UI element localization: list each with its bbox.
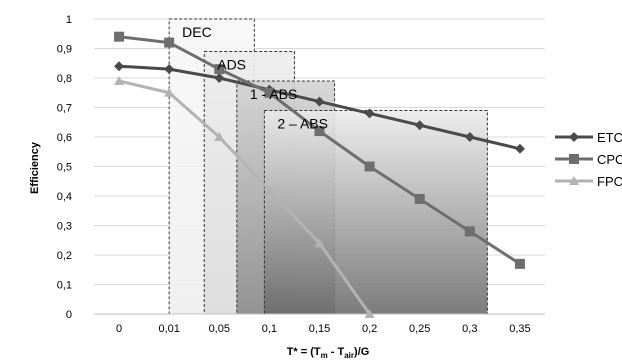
fpc-point <box>214 132 225 141</box>
y-tick-label: 0,5 <box>57 162 72 174</box>
region-label: DEC <box>182 24 212 40</box>
x-tick-label: 0,25 <box>409 323 430 335</box>
x-tick-label: 0,35 <box>509 323 530 335</box>
fpc-point <box>314 238 325 248</box>
y-tick-label: 0,7 <box>57 103 72 115</box>
etc-point <box>214 73 225 83</box>
legend-marker-cpc <box>569 154 579 164</box>
legend-label-fpc: FPC <box>597 174 622 189</box>
x-tick-label: 0,1 <box>262 323 277 335</box>
fpc-point <box>114 75 125 85</box>
fpc-point <box>364 309 375 318</box>
y-tick-label: 1 <box>66 14 72 26</box>
cpc-point <box>414 193 425 204</box>
cpc-point <box>364 161 375 172</box>
legend-label-cpc: CPC <box>597 152 622 167</box>
cpc-point <box>464 226 475 237</box>
etc-point <box>164 64 175 75</box>
legend: ETC CPC FPC <box>555 130 622 189</box>
y-tick-label: 0,2 <box>57 250 72 262</box>
legend-label-etc: ETC <box>597 130 622 145</box>
cpc-point <box>164 37 175 48</box>
axes: 0 0,1 0,2 0,3 0,4 0,5 0,6 0,7 0,8 0,9 1 0 0,01 0,05 0,… <box>57 14 545 335</box>
cpc-point <box>214 64 225 75</box>
etc-point <box>414 120 425 131</box>
etc-point <box>364 108 375 119</box>
y-tick-label: 0,9 <box>57 44 72 56</box>
y-tick-label: 0,6 <box>57 132 72 144</box>
fpc-point <box>264 185 275 195</box>
region-label: 2 – ABS <box>277 115 328 131</box>
y-tick-label: 0,4 <box>57 191 72 203</box>
legend-marker-fpc <box>569 176 579 185</box>
y-axis-title: Efficiency <box>29 141 41 194</box>
cpc-point <box>514 258 525 269</box>
etc-point <box>464 132 475 142</box>
x-tick-label: 0,3 <box>462 323 477 335</box>
etc-point <box>514 143 525 154</box>
x-tick-label: 0,01 <box>158 323 179 335</box>
fpc-point <box>164 87 175 97</box>
region-2-abs <box>263 109 488 315</box>
y-tick-label: 0,3 <box>57 221 72 233</box>
y-tick-label: 0 <box>66 309 72 321</box>
region-label: 1 - ABS <box>250 86 297 102</box>
y-tick-label: 0,8 <box>57 73 72 85</box>
cpc-point <box>114 31 125 42</box>
operating-regions <box>168 18 488 315</box>
x-tick-label: 0,05 <box>209 323 230 335</box>
cpc-point <box>314 126 325 137</box>
x-tick-label: 0 <box>116 323 122 335</box>
series <box>114 31 525 318</box>
etc-point <box>314 96 325 107</box>
region-label: ADS <box>217 56 246 72</box>
cpc-point <box>264 87 275 98</box>
x-axis-title: T* = (Tm - Tair)/G <box>287 346 370 360</box>
fpc-line <box>118 79 371 315</box>
etc-point <box>114 61 125 72</box>
legend-marker-etc <box>569 132 579 142</box>
y-tick-label: 0,1 <box>57 280 72 292</box>
x-tick-label: 0,15 <box>309 323 330 335</box>
x-tick-label: 0,2 <box>362 323 377 335</box>
